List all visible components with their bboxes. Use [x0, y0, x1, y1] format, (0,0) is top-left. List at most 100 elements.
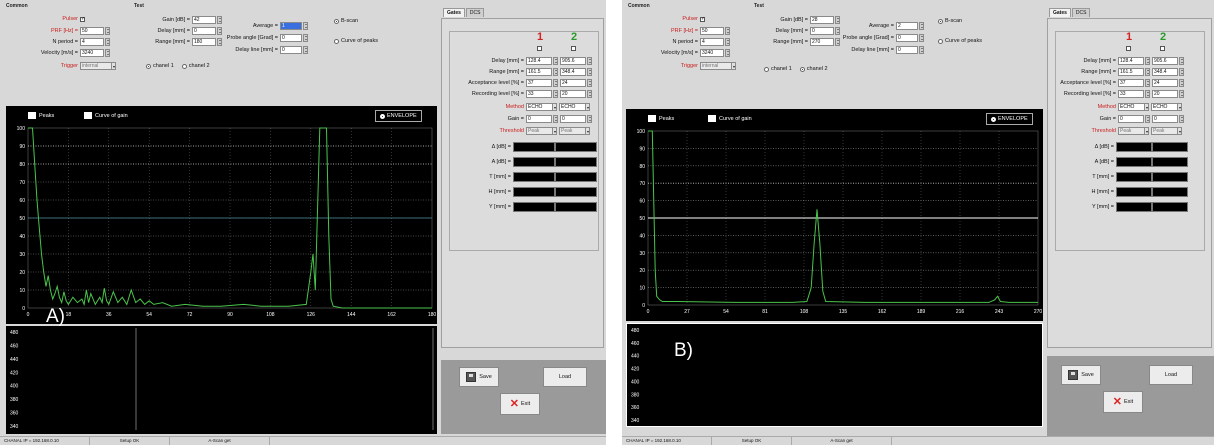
- nperiod-input[interactable]: 4: [700, 38, 724, 46]
- gate1-gain-spinner[interactable]: [1145, 115, 1150, 123]
- gate2-gain-input[interactable]: 0: [560, 115, 586, 123]
- probe-input[interactable]: 0: [280, 34, 302, 42]
- average-input[interactable]: 2: [896, 22, 918, 30]
- velocity-spinner[interactable]: [105, 49, 110, 57]
- save-button[interactable]: Save: [459, 367, 499, 387]
- gain-input[interactable]: 28: [810, 16, 834, 24]
- gate2-delay-input[interactable]: 905.6: [560, 57, 586, 65]
- gate1-record-input[interactable]: 33: [1118, 90, 1144, 98]
- trigger-dropdown-icon[interactable]: [111, 62, 116, 70]
- delay-input[interactable]: 0: [810, 27, 834, 35]
- gate1-method-select[interactable]: ECHO: [526, 103, 553, 111]
- trigger-select[interactable]: internal: [80, 62, 112, 70]
- curve-radio[interactable]: [334, 38, 339, 44]
- curve-gain-checkbox[interactable]: [708, 115, 716, 122]
- save-button[interactable]: Save: [1061, 365, 1101, 385]
- gain-spinner[interactable]: [217, 16, 222, 24]
- nperiod-input[interactable]: 4: [80, 38, 104, 46]
- gate2-accept-spinner[interactable]: [587, 79, 592, 87]
- gate1-record-spinner[interactable]: [1145, 90, 1150, 98]
- gate2-method-dropdown-icon[interactable]: [585, 103, 590, 111]
- range-spinner[interactable]: [217, 38, 222, 46]
- gate2-record-input[interactable]: 20: [560, 90, 586, 98]
- gate2-threshold-dropdown-icon[interactable]: [1177, 127, 1182, 135]
- gate1-delay-spinner[interactable]: [1145, 57, 1150, 65]
- chanel1-radio[interactable]: [146, 63, 151, 69]
- gate1-delay-spinner[interactable]: [553, 57, 558, 65]
- gate2-range-spinner[interactable]: [587, 68, 592, 76]
- gate2-delay-spinner[interactable]: [587, 57, 592, 65]
- gate2-gain-spinner[interactable]: [587, 115, 592, 123]
- delay-spinner[interactable]: [835, 27, 840, 35]
- tab-dcs[interactable]: DCS: [1071, 8, 1091, 17]
- gate2-method-select[interactable]: ECHO: [559, 103, 586, 111]
- gain-input[interactable]: 42: [192, 16, 216, 24]
- gate1-range-input[interactable]: 161.5: [526, 68, 552, 76]
- tab-gates[interactable]: Gates: [443, 8, 465, 17]
- nperiod-spinner[interactable]: [105, 38, 110, 46]
- gate2-method-select[interactable]: ECHO: [1151, 103, 1178, 111]
- chanel2-radio[interactable]: [181, 63, 187, 69]
- trigger-dropdown-icon[interactable]: [731, 62, 736, 70]
- bscan-radio[interactable]: [938, 18, 943, 24]
- gate2-accept-spinner[interactable]: [1179, 79, 1184, 87]
- gate1-threshold-dropdown-icon[interactable]: [552, 127, 557, 135]
- probe-spinner[interactable]: [919, 34, 924, 42]
- delay-input[interactable]: 0: [192, 27, 216, 35]
- gate2-delay-spinner[interactable]: [1179, 57, 1184, 65]
- tab-gates[interactable]: Gates: [1049, 8, 1071, 17]
- load-button[interactable]: Load: [543, 367, 587, 387]
- gate2-record-spinner[interactable]: [1179, 90, 1184, 98]
- bscan-radio[interactable]: [334, 18, 339, 24]
- gate1-gain-input[interactable]: 0: [1118, 115, 1144, 123]
- nperiod-spinner[interactable]: [725, 38, 730, 46]
- load-button[interactable]: Load: [1149, 365, 1193, 385]
- prf-spinner[interactable]: [725, 27, 730, 35]
- gate1-threshold-select[interactable]: Peak: [526, 127, 553, 135]
- range-spinner[interactable]: [835, 38, 840, 46]
- probe-input[interactable]: 0: [896, 34, 918, 42]
- gate1-threshold-dropdown-icon[interactable]: [1144, 127, 1149, 135]
- gate1-gain-input[interactable]: 0: [526, 115, 552, 123]
- gate1-checkbox[interactable]: [1126, 46, 1131, 51]
- gate2-record-spinner[interactable]: [587, 90, 592, 98]
- gate2-range-input[interactable]: 348.4: [1152, 68, 1178, 76]
- curve-radio[interactable]: [938, 38, 943, 44]
- gate1-range-spinner[interactable]: [553, 68, 558, 76]
- gate1-method-dropdown-icon[interactable]: [552, 103, 557, 111]
- velocity-input[interactable]: 3240: [80, 49, 104, 57]
- envelope-button[interactable]: ENVELOPE: [375, 110, 422, 122]
- gate2-gain-input[interactable]: 0: [1152, 115, 1178, 123]
- gate1-accept-input[interactable]: 37: [526, 79, 552, 87]
- bscan-plot[interactable]: 480 460 440 420 400 380 360 340: [626, 323, 1043, 427]
- gate2-threshold-select[interactable]: Peak: [1151, 127, 1178, 135]
- gate1-delay-input[interactable]: 128.4: [1118, 57, 1144, 65]
- gate2-range-spinner[interactable]: [1179, 68, 1184, 76]
- trigger-select[interactable]: internal: [700, 62, 732, 70]
- peaks-toggle[interactable]: Peaks: [28, 112, 54, 119]
- gate1-method-select[interactable]: ECHO: [1118, 103, 1145, 111]
- chanel2-radio[interactable]: [799, 66, 805, 72]
- curve-gain-checkbox[interactable]: [84, 112, 92, 119]
- gate1-accept-spinner[interactable]: [1145, 79, 1150, 87]
- gate2-accept-input[interactable]: 24: [1152, 79, 1178, 87]
- range-input[interactable]: 180: [192, 38, 216, 46]
- gate1-delay-input[interactable]: 128.4: [526, 57, 552, 65]
- gain-spinner[interactable]: [835, 16, 840, 24]
- velocity-input[interactable]: 3240: [700, 49, 724, 57]
- envelope-button[interactable]: ENVELOPE: [986, 113, 1033, 125]
- range-input[interactable]: 270: [810, 38, 834, 46]
- peaks-checkbox[interactable]: [648, 115, 656, 122]
- delayline-spinner[interactable]: [919, 46, 924, 54]
- gate2-accept-input[interactable]: 24: [560, 79, 586, 87]
- delay-spinner[interactable]: [217, 27, 222, 35]
- delayline-input[interactable]: 0: [896, 46, 918, 54]
- pulser-checkbox[interactable]: [80, 16, 85, 22]
- curve-gain-toggle[interactable]: Curve of gain: [708, 115, 752, 122]
- gate1-record-input[interactable]: 33: [526, 90, 552, 98]
- delayline-spinner[interactable]: [303, 46, 308, 54]
- tab-dcs[interactable]: DCS: [465, 8, 485, 17]
- peaks-checkbox[interactable]: [28, 112, 36, 119]
- curve-gain-toggle[interactable]: Curve of gain: [84, 112, 128, 119]
- average-spinner[interactable]: [303, 22, 308, 30]
